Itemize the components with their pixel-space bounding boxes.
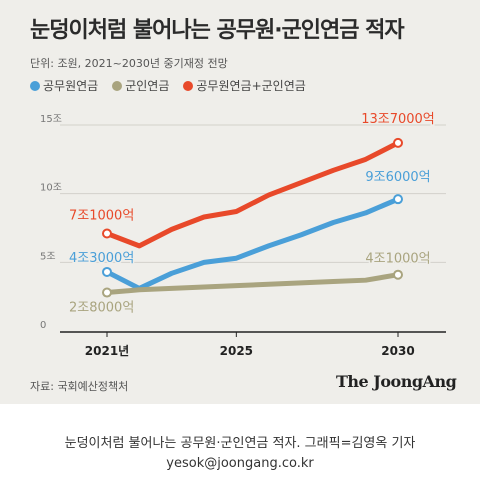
data-label: 4조3000억 — [69, 251, 134, 266]
line-chart: 0 5조 10조 15조 2021년 2025 2030 7조1000억 13조7000억 4조3… — [40, 110, 446, 358]
series-line — [104, 196, 401, 291]
legend-dot-icon — [112, 80, 123, 91]
data-point-marker — [102, 266, 112, 277]
data-label: 7조1000억 — [69, 208, 134, 223]
chart-card: 눈덩이처럼 불어나는 공무원·군인연금 적자 단위: 조원, 2021~2030… — [0, 0, 480, 404]
image-caption: 눈덩이처럼 불어나는 공무원·군인연금 적자. 그래픽=김영옥 기자 — [64, 436, 416, 451]
x-tick-label: 2021년 — [85, 344, 129, 358]
legend-label: 공무원연금+군인연금 — [196, 79, 306, 93]
data-label: 9조6000억 — [365, 170, 430, 185]
data-point-marker — [102, 287, 112, 298]
data-label: 4조1000억 — [365, 252, 430, 267]
legend-dot-icon — [30, 80, 40, 91]
data-point-marker — [393, 137, 403, 148]
legend-label: 군인연금 — [125, 79, 170, 93]
legend-item-military: 군인연금 — [112, 77, 169, 94]
y-tick-label: 10조 — [40, 183, 62, 194]
legend: 공무원연금 군인연금 공무원연금+군인연금 — [30, 77, 306, 94]
series-line — [104, 272, 401, 296]
data-point-marker — [393, 269, 403, 280]
legend-item-civil-servant: 공무원연금 — [30, 77, 98, 94]
y-tick-label: 0 — [40, 320, 46, 331]
source-note: 자료: 국회예산정책처 — [30, 380, 129, 393]
series-line — [104, 140, 401, 249]
legend-label: 공무원연금 — [43, 79, 99, 93]
unit-note: 단위: 조원, 2021~2030년 중기재정 전망 — [30, 57, 228, 70]
legend-dot-icon — [183, 80, 194, 91]
x-tick-label: 2030 — [381, 344, 414, 358]
x-tick-label: 2025 — [220, 344, 253, 358]
data-label: 13조7000억 — [361, 112, 435, 127]
y-tick-label: 5조 — [40, 251, 56, 262]
legend-item-total: 공무원연금+군인연금 — [183, 77, 306, 94]
data-point-marker — [102, 228, 112, 239]
y-tick-label: 15조 — [40, 114, 62, 125]
chart-title: 눈덩이처럼 불어나는 공무원·군인연금 적자 — [30, 18, 405, 43]
publisher-logo: The JoongAng — [336, 372, 457, 391]
reporter-email: yesok@joongang.co.kr — [166, 456, 314, 471]
data-label: 2조8000억 — [69, 301, 134, 316]
data-point-marker — [393, 194, 403, 205]
